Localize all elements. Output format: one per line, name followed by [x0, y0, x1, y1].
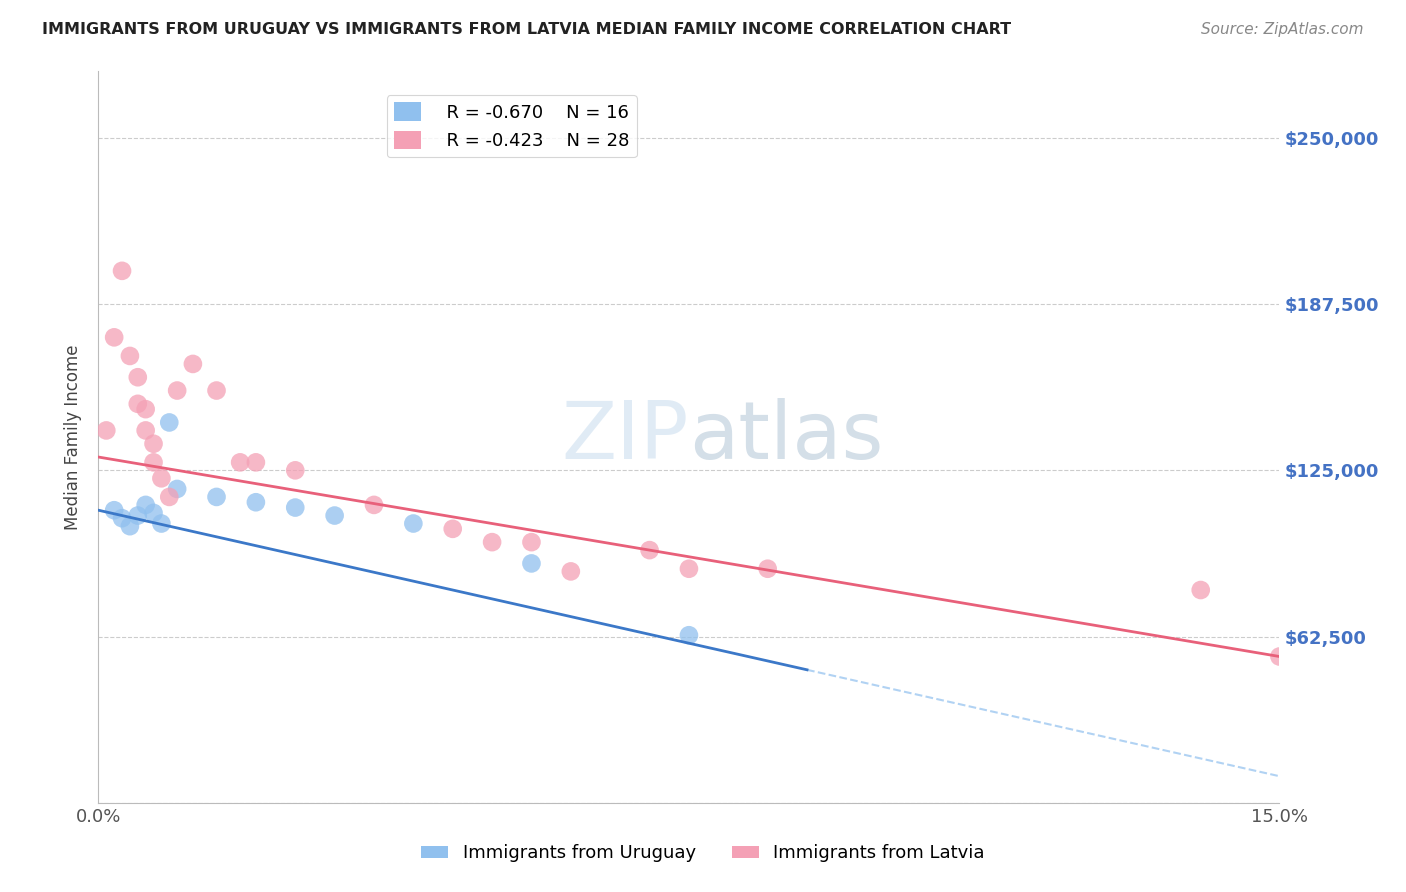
- Point: [142, 506, 165, 520]
- Text: IMMIGRANTS FROM URUGUAY VS IMMIGRANTS FROM LATVIA MEDIAN FAMILY INCOME CORRELATI: IMMIGRANTS FROM URUGUAY VS IMMIGRANTS FR…: [42, 22, 1011, 37]
- Point: [205, 490, 228, 504]
- Point: [441, 522, 464, 536]
- Text: ZIP: ZIP: [561, 398, 689, 476]
- Point: [142, 436, 165, 450]
- Point: [678, 562, 700, 576]
- Point: [150, 471, 173, 485]
- Point: [284, 463, 307, 477]
- Point: [181, 357, 204, 371]
- Point: [481, 535, 503, 549]
- Point: [560, 565, 582, 579]
- Legend: Immigrants from Uruguay, Immigrants from Latvia: Immigrants from Uruguay, Immigrants from…: [413, 838, 993, 870]
- Point: [245, 455, 267, 469]
- Point: [103, 503, 125, 517]
- Point: [166, 384, 188, 398]
- Point: [520, 535, 543, 549]
- Y-axis label: Median Family Income: Median Family Income: [65, 344, 83, 530]
- Point: [520, 557, 543, 571]
- Point: [135, 424, 157, 438]
- Point: [284, 500, 307, 515]
- Point: [103, 330, 125, 344]
- Point: [229, 455, 252, 469]
- Point: [157, 416, 180, 430]
- Legend:   R = -0.670    N = 16,   R = -0.423    N = 28: R = -0.670 N = 16, R = -0.423 N = 28: [387, 95, 637, 157]
- Point: [142, 455, 165, 469]
- Point: [1268, 649, 1291, 664]
- Point: [118, 519, 141, 533]
- Text: atlas: atlas: [689, 398, 883, 476]
- Point: [118, 349, 141, 363]
- Point: [96, 424, 118, 438]
- Point: [756, 562, 779, 576]
- Point: [166, 482, 188, 496]
- Point: [323, 508, 346, 523]
- Point: [127, 397, 149, 411]
- Point: [111, 511, 134, 525]
- Point: [205, 384, 228, 398]
- Point: [135, 498, 157, 512]
- Point: [638, 543, 661, 558]
- Point: [127, 370, 149, 384]
- Point: [678, 628, 700, 642]
- Text: Source: ZipAtlas.com: Source: ZipAtlas.com: [1201, 22, 1364, 37]
- Point: [402, 516, 425, 531]
- Point: [363, 498, 385, 512]
- Point: [245, 495, 267, 509]
- Point: [157, 490, 180, 504]
- Point: [1189, 582, 1212, 597]
- Point: [111, 264, 134, 278]
- Point: [135, 402, 157, 417]
- Point: [150, 516, 173, 531]
- Point: [127, 508, 149, 523]
